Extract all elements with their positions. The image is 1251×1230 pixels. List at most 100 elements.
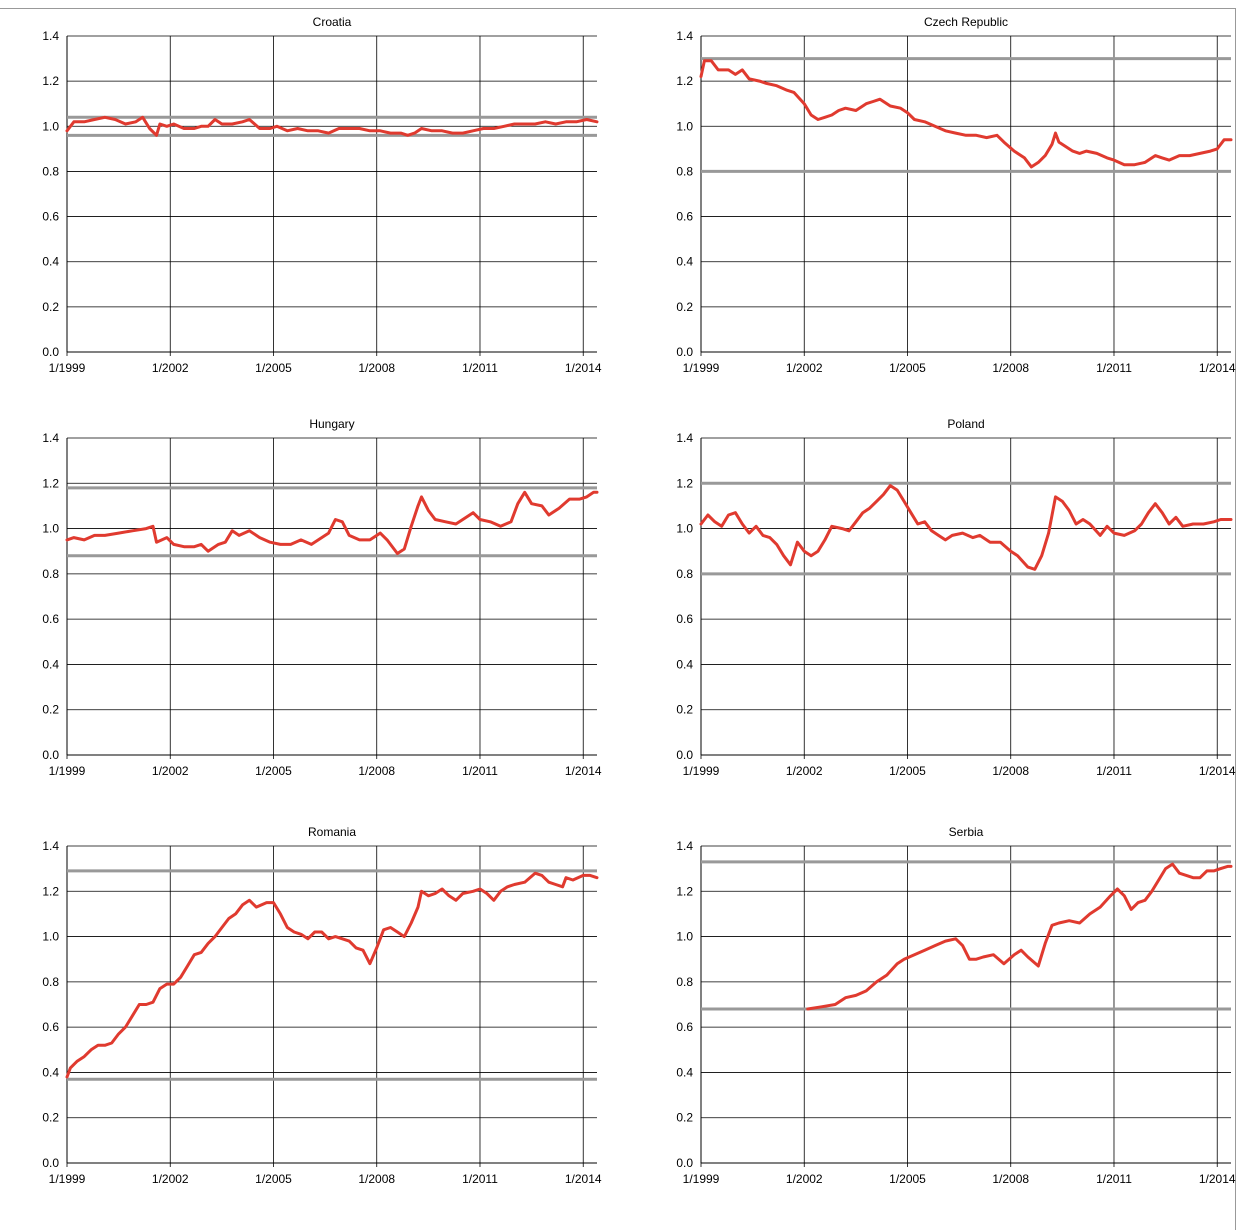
y-tick-label: 0.8	[42, 975, 59, 989]
y-tick-label: 0.6	[676, 1020, 693, 1034]
y-tick-label: 1.4	[676, 29, 693, 43]
x-tick-label: 1/2014	[1199, 361, 1236, 375]
x-tick-label: 1/2005	[889, 361, 926, 375]
y-tick-label: 0.8	[676, 567, 693, 581]
y-tick-label: 0.4	[676, 1065, 693, 1079]
panel-croatia: Croatia 0.0 0.2 0.4 0.6 0.8 1.0 1.2 1.4 1/1999 1/2…	[42, 15, 602, 375]
y-tick-label: 1.0	[676, 119, 693, 133]
panel-title: Poland	[947, 417, 984, 431]
y-tick-label: 0.0	[676, 345, 693, 359]
x-tick-label: 1/2014	[565, 764, 602, 778]
y-tick-label: 1.2	[42, 74, 59, 88]
panel-title: Hungary	[309, 417, 354, 431]
y-tick-label: 0.2	[42, 1111, 59, 1125]
y-tick-label: 0.6	[676, 612, 693, 626]
y-tick-label: 1.4	[42, 839, 59, 853]
y-tick-label: 0.8	[42, 567, 59, 581]
x-tick-label: 1/1999	[49, 361, 86, 375]
y-tick-label: 0.8	[42, 164, 59, 178]
y-tick-label: 0.6	[42, 1020, 59, 1034]
y-tick-label: 1.0	[42, 522, 59, 536]
x-tick-label: 1/2011	[462, 361, 498, 375]
y-tick-label: 0.4	[42, 1065, 59, 1079]
y-tick-label: 1.0	[676, 522, 693, 536]
x-tick-label: 1/2002	[786, 764, 823, 778]
x-tick-label: 1/2002	[786, 361, 823, 375]
y-tick-label: 1.2	[676, 476, 693, 490]
x-tick-label: 1/2014	[1199, 1172, 1236, 1186]
x-tick-label: 1/2005	[889, 1172, 926, 1186]
x-tick-label: 1/2011	[1096, 764, 1132, 778]
panel-title: Romania	[308, 825, 356, 839]
x-tick-label: 1/1999	[683, 361, 720, 375]
y-tick-label: 0.0	[676, 748, 693, 762]
series-line	[65, 490, 599, 555]
y-tick-label: 1.2	[676, 884, 693, 898]
y-tick-label: 0.6	[42, 210, 59, 224]
y-tick-label: 1.2	[42, 476, 59, 490]
y-tick-label: 1.0	[676, 930, 693, 944]
x-tick-label: 1/2008	[358, 361, 395, 375]
y-tick-label: 1.0	[42, 930, 59, 944]
y-tick-label: 1.4	[42, 431, 59, 445]
x-tick-label: 1/2011	[462, 764, 498, 778]
y-tick-label: 0.0	[42, 1156, 59, 1170]
y-tick-label: 0.0	[42, 345, 59, 359]
y-tick-label: 1.4	[42, 29, 59, 43]
x-tick-label: 1/1999	[683, 1172, 720, 1186]
y-tick-label: 0.0	[676, 1156, 693, 1170]
x-tick-label: 1/1999	[683, 764, 720, 778]
y-tick-label: 1.0	[42, 119, 59, 133]
y-tick-label: 1.4	[676, 431, 693, 445]
y-tick-label: 0.6	[42, 612, 59, 626]
x-tick-label: 1/2011	[462, 1172, 498, 1186]
series-line	[65, 871, 599, 1079]
top-rule	[0, 8, 1235, 9]
x-tick-label: 1/2005	[255, 361, 292, 375]
x-tick-label: 1/2002	[152, 361, 189, 375]
series-line	[699, 59, 1233, 169]
x-tick-label: 1/2005	[255, 764, 292, 778]
panel-title: Czech Republic	[924, 15, 1008, 29]
x-tick-label: 1/2002	[786, 1172, 823, 1186]
x-tick-label: 1/2014	[1199, 764, 1236, 778]
x-tick-label: 1/2008	[992, 361, 1029, 375]
panel-poland: Poland 0.0 0.2 0.4 0.6 0.8 1.0 1.2 1.4 1/1999 1/20…	[676, 417, 1236, 778]
x-tick-label: 1/2008	[992, 764, 1029, 778]
series-line	[806, 862, 1233, 1011]
y-tick-label: 0.2	[42, 300, 59, 314]
series-line	[65, 115, 599, 137]
x-tick-label: 1/2008	[358, 764, 395, 778]
x-tick-label: 1/2014	[565, 1172, 602, 1186]
panel-title: Serbia	[949, 825, 984, 839]
panel-romania: Romania 0.0 0.2 0.4 0.6 0.8 1.0 1.2 1.4 1/1999 1/2…	[42, 825, 602, 1186]
y-tick-label: 1.2	[42, 884, 59, 898]
y-tick-label: 1.2	[676, 74, 693, 88]
x-tick-label: 1/2008	[358, 1172, 395, 1186]
y-tick-label: 0.8	[676, 164, 693, 178]
panel-title: Croatia	[313, 15, 352, 29]
x-tick-label: 1/2011	[1096, 361, 1132, 375]
x-tick-label: 1/2002	[152, 764, 189, 778]
y-tick-label: 0.2	[676, 300, 693, 314]
y-tick-label: 0.2	[42, 703, 59, 717]
x-tick-label: 1/2011	[1096, 1172, 1132, 1186]
panel-czech-republic: Czech Republic 0.0 0.2 0.4 0.6 0.8 1.0 1.2 1.4 1/…	[676, 15, 1236, 375]
y-tick-label: 0.4	[676, 255, 693, 269]
panel-serbia: Serbia 0.0 0.2 0.4 0.6 0.8 1.0 1.2 1.4 1/1999 1/20…	[676, 825, 1236, 1186]
series-line	[699, 484, 1233, 571]
right-rule	[1235, 8, 1236, 1230]
y-tick-label: 0.4	[42, 657, 59, 671]
x-tick-label: 1/2014	[565, 361, 602, 375]
x-tick-label: 1/2008	[992, 1172, 1029, 1186]
y-tick-label: 0.6	[676, 210, 693, 224]
y-tick-label: 0.8	[676, 975, 693, 989]
y-tick-label: 1.4	[676, 839, 693, 853]
x-tick-label: 1/2005	[889, 764, 926, 778]
panel-hungary: Hungary 0.0 0.2 0.4 0.6 0.8 1.0 1.2 1.4 1/1999 1/2…	[42, 417, 602, 778]
y-tick-label: 0.2	[676, 703, 693, 717]
y-tick-label: 0.4	[42, 255, 59, 269]
x-tick-label: 1/2002	[152, 1172, 189, 1186]
x-tick-label: 1/1999	[49, 1172, 86, 1186]
